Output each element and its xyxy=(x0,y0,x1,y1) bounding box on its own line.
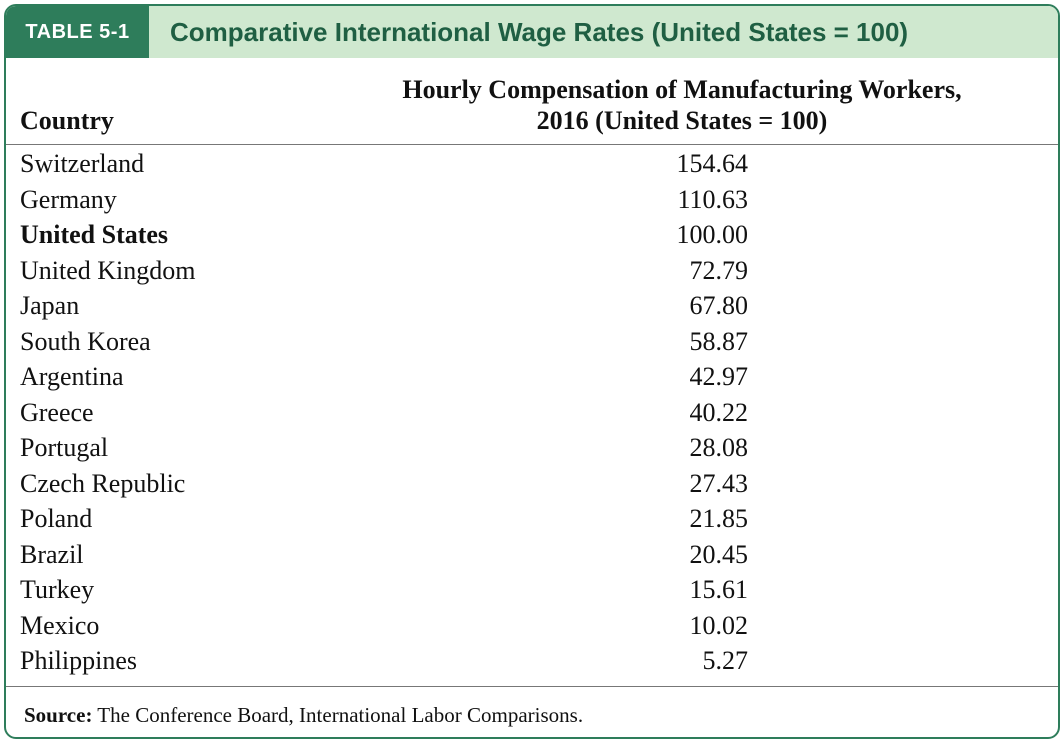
country-cell: Poland xyxy=(20,504,93,533)
table-title-bar: TABLE 5-1 Comparative International Wage… xyxy=(6,6,1058,58)
value-cell: 21.85 xyxy=(689,504,749,533)
table-header: Country Hourly Compensation of Manufactu… xyxy=(6,58,1058,145)
source-text: The Conference Board, International Labo… xyxy=(92,703,584,727)
source-note: Source: The Conference Board, Internatio… xyxy=(24,703,583,728)
country-cell: Czech Republic xyxy=(20,468,186,498)
country-cell: Portugal xyxy=(20,433,109,462)
table-number-label: TABLE 5-1 xyxy=(6,6,149,58)
value-cell: 58.87 xyxy=(689,326,749,356)
column-header-country: Country xyxy=(20,106,114,135)
column-header-compensation-line1: Hourly Compensation of Manufacturing Wor… xyxy=(402,75,962,104)
table-row: United Kingdom 72.79 xyxy=(6,253,1058,289)
table-row: Greece 40.22 xyxy=(6,395,1058,431)
table-row: Philippines 5.27 xyxy=(6,643,1058,679)
table-row: Germany 110.63 xyxy=(6,182,1058,218)
column-header-compensation: Hourly Compensation of Manufacturing Wor… xyxy=(356,74,1008,136)
value-cell: 110.63 xyxy=(677,184,748,214)
country-cell: Mexico xyxy=(20,610,100,640)
table-row: Brazil 20.45 xyxy=(6,537,1058,573)
table-body: Switzerland 154.64 Germany 110.63 United… xyxy=(6,146,1058,679)
country-cell: Turkey xyxy=(20,575,95,604)
value-cell: 40.22 xyxy=(689,397,749,427)
column-header-compensation-line2: 2016 (United States = 100) xyxy=(536,106,828,135)
table-footer: Source: The Conference Board, Internatio… xyxy=(6,686,1058,737)
value-cell: 20.45 xyxy=(689,539,749,569)
value-cell: 67.80 xyxy=(689,291,749,320)
country-cell: Brazil xyxy=(20,539,84,569)
country-cell: Switzerland xyxy=(20,149,145,178)
value-cell: 72.79 xyxy=(689,255,749,285)
table-row: Mexico 10.02 xyxy=(6,608,1058,644)
value-cell: 5.27 xyxy=(702,646,749,675)
table-row-highlight: United States 100.00 xyxy=(6,217,1058,253)
country-cell: Germany xyxy=(20,184,117,214)
table-frame: TABLE 5-1 Comparative International Wage… xyxy=(4,4,1060,739)
table-row: Switzerland 154.64 xyxy=(6,146,1058,182)
table-row: Argentina 42.97 xyxy=(6,359,1058,395)
table-row: Portugal 28.08 xyxy=(6,430,1058,466)
country-cell: Philippines xyxy=(20,646,138,675)
value-cell: 27.43 xyxy=(689,468,749,498)
table-row: Japan 67.80 xyxy=(6,288,1058,324)
value-cell: 42.97 xyxy=(689,362,749,391)
value-cell: 100.00 xyxy=(676,220,749,249)
value-cell: 10.02 xyxy=(689,610,749,640)
table-row: Turkey 15.61 xyxy=(6,572,1058,608)
table-row: Poland 21.85 xyxy=(6,501,1058,537)
country-cell: Japan xyxy=(20,291,80,320)
source-label: Source: xyxy=(24,703,93,727)
value-cell: 28.08 xyxy=(689,433,749,462)
country-cell: South Korea xyxy=(20,326,151,356)
country-cell: United States xyxy=(20,220,169,249)
country-cell: Greece xyxy=(20,397,94,427)
value-cell: 15.61 xyxy=(689,575,749,604)
country-cell: Argentina xyxy=(20,362,124,391)
table-row: Czech Republic 27.43 xyxy=(6,466,1058,502)
value-cell: 154.64 xyxy=(676,149,749,178)
table-row: South Korea 58.87 xyxy=(6,324,1058,360)
country-cell: United Kingdom xyxy=(20,255,196,285)
table-title: Comparative International Wage Rates (Un… xyxy=(170,17,909,47)
